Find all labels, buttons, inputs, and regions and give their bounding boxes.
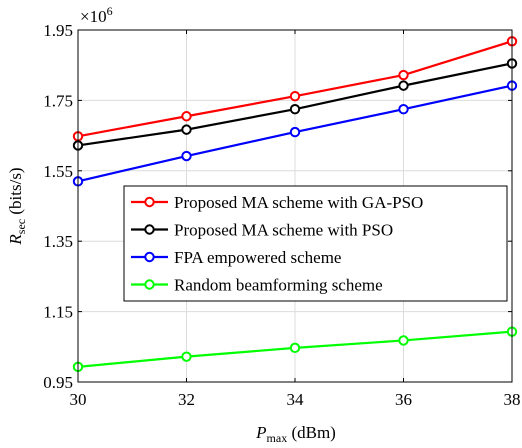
y-exponent: ×106	[80, 4, 113, 26]
legend-swatch-marker	[144, 196, 155, 208]
y-tick-label: 0.95	[43, 373, 73, 392]
y-axis-label-unit: (bits/s)	[6, 167, 25, 218]
ticks: 30 32 34 36 38 0.95 1.15 1.35 1.55 1.75 1.95	[43, 21, 520, 409]
y-tick-label: 1.15	[43, 303, 73, 322]
legend-entry-label: Proposed MA scheme with PSO	[174, 221, 393, 240]
y-axis-label-sub: sec	[14, 219, 28, 234]
legend-swatch-marker	[144, 279, 155, 290]
legend: Proposed MA scheme with GA-PSO Proposed M…	[123, 185, 508, 302]
x-tick-label: 38	[504, 390, 521, 409]
y-tick-label: 1.55	[43, 162, 73, 181]
legend-entry-label: Random beamforming scheme	[174, 276, 383, 295]
data-point	[289, 126, 301, 138]
y-axis-label: Rsec (bits/s)	[6, 167, 28, 245]
legend-swatch-marker	[144, 224, 155, 235]
data-point	[289, 342, 301, 354]
legend-swatch-marker	[144, 251, 155, 263]
data-point	[398, 69, 409, 81]
x-tick-label: 32	[178, 390, 195, 409]
data-point	[398, 335, 409, 346]
y-exponent-power: 6	[107, 4, 113, 18]
data-point	[398, 80, 409, 91]
data-point	[181, 150, 192, 162]
data-point	[289, 90, 301, 102]
y-tick-label: 1.35	[43, 232, 73, 251]
data-point	[181, 124, 192, 135]
y-exponent-base: ×10	[80, 7, 107, 26]
x-tick-label: 36	[395, 390, 412, 409]
x-axis-label-sub: max	[267, 431, 288, 445]
y-axis-label-main: R	[6, 234, 25, 246]
data-point	[289, 104, 301, 115]
x-axis-label-main: P	[255, 423, 266, 442]
y-tick-label: 1.75	[43, 91, 73, 110]
y-tick-label: 1.95	[43, 21, 73, 40]
x-tick-label: 30	[70, 390, 87, 409]
x-axis-label: Pmax (dBm)	[255, 423, 336, 445]
data-point	[398, 104, 409, 115]
x-axis-label-unit: (dBm)	[287, 423, 336, 442]
legend-box	[123, 185, 508, 302]
data-point	[181, 351, 192, 362]
legend-entry-label: Proposed MA scheme with GA-PSO	[174, 193, 423, 212]
data-point	[181, 111, 192, 122]
x-tick-label: 34	[287, 390, 305, 409]
series-layer	[72, 36, 518, 373]
legend-entry-label: FPA empowered scheme	[174, 248, 341, 267]
